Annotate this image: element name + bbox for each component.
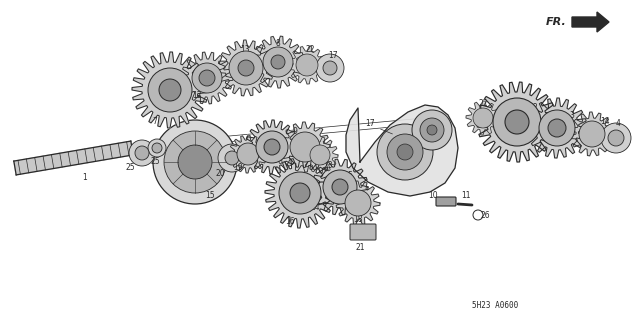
Text: 22: 22 — [305, 46, 315, 55]
Text: 15: 15 — [205, 190, 215, 199]
Polygon shape — [466, 101, 500, 135]
Text: 13: 13 — [240, 46, 250, 55]
Polygon shape — [229, 135, 267, 173]
Circle shape — [129, 140, 155, 166]
Circle shape — [148, 68, 192, 112]
Circle shape — [608, 130, 624, 146]
Text: 5: 5 — [348, 170, 353, 180]
Circle shape — [323, 170, 357, 204]
Text: 9: 9 — [292, 128, 298, 137]
Circle shape — [238, 60, 254, 76]
Circle shape — [601, 123, 631, 153]
Text: 22: 22 — [478, 100, 488, 108]
Text: 24: 24 — [310, 204, 320, 212]
Text: 1: 1 — [83, 174, 88, 182]
Circle shape — [397, 144, 413, 160]
Text: 16: 16 — [285, 218, 295, 226]
Text: 7: 7 — [152, 117, 157, 127]
Polygon shape — [570, 112, 614, 156]
Circle shape — [135, 146, 149, 160]
Circle shape — [296, 54, 318, 76]
Circle shape — [345, 190, 371, 216]
Circle shape — [323, 61, 337, 75]
Text: 12: 12 — [192, 92, 202, 100]
Circle shape — [192, 63, 222, 93]
Circle shape — [237, 143, 259, 165]
Polygon shape — [302, 137, 338, 173]
Text: 26: 26 — [480, 211, 490, 219]
Circle shape — [316, 54, 344, 82]
Circle shape — [229, 51, 263, 85]
Polygon shape — [265, 158, 335, 228]
Circle shape — [153, 120, 237, 204]
Circle shape — [264, 139, 280, 155]
Circle shape — [420, 118, 444, 142]
Text: FR.: FR. — [547, 17, 567, 27]
Circle shape — [199, 70, 215, 86]
Circle shape — [290, 183, 310, 203]
Circle shape — [290, 132, 320, 162]
FancyBboxPatch shape — [436, 197, 456, 206]
Circle shape — [263, 47, 293, 77]
Text: 14: 14 — [600, 117, 610, 127]
Circle shape — [548, 119, 566, 137]
Circle shape — [310, 145, 330, 165]
Polygon shape — [346, 105, 458, 196]
Circle shape — [271, 55, 285, 69]
Text: 25: 25 — [150, 158, 160, 167]
Circle shape — [377, 124, 433, 180]
Polygon shape — [252, 36, 304, 88]
Text: 17: 17 — [328, 50, 338, 60]
Polygon shape — [245, 120, 299, 174]
Circle shape — [256, 131, 288, 163]
Text: 6: 6 — [278, 158, 282, 167]
Circle shape — [427, 125, 437, 135]
Circle shape — [387, 134, 423, 170]
Text: 23: 23 — [323, 160, 333, 169]
Text: 5H23 A0600: 5H23 A0600 — [472, 300, 518, 309]
Circle shape — [148, 139, 166, 157]
Circle shape — [159, 79, 181, 101]
Polygon shape — [14, 141, 133, 175]
Text: 17: 17 — [365, 120, 375, 129]
Text: 11: 11 — [461, 191, 471, 201]
Text: 19: 19 — [233, 164, 243, 173]
Polygon shape — [288, 46, 326, 84]
Text: 25: 25 — [125, 164, 135, 173]
Polygon shape — [218, 40, 274, 96]
Circle shape — [473, 108, 493, 128]
Polygon shape — [181, 52, 233, 104]
Polygon shape — [336, 181, 380, 225]
Text: 4: 4 — [616, 120, 620, 129]
Circle shape — [579, 121, 605, 147]
Text: 21: 21 — [355, 243, 365, 253]
Polygon shape — [527, 98, 587, 158]
Circle shape — [152, 143, 162, 153]
Polygon shape — [477, 82, 557, 162]
Polygon shape — [280, 122, 330, 172]
Text: 8: 8 — [276, 40, 280, 48]
Circle shape — [225, 151, 239, 165]
Circle shape — [218, 144, 246, 172]
Circle shape — [505, 110, 529, 134]
Circle shape — [332, 179, 348, 195]
Circle shape — [493, 98, 541, 146]
Text: 20: 20 — [215, 168, 225, 177]
Polygon shape — [312, 159, 368, 215]
Circle shape — [539, 110, 575, 146]
Circle shape — [164, 131, 226, 193]
Text: 2: 2 — [532, 103, 538, 113]
Text: 10: 10 — [428, 191, 438, 201]
Polygon shape — [572, 12, 609, 32]
Circle shape — [279, 172, 321, 214]
Circle shape — [412, 110, 452, 150]
Text: 18: 18 — [353, 216, 363, 225]
Polygon shape — [132, 52, 208, 128]
FancyBboxPatch shape — [350, 224, 376, 240]
Circle shape — [178, 145, 212, 179]
Text: 3: 3 — [570, 112, 575, 121]
